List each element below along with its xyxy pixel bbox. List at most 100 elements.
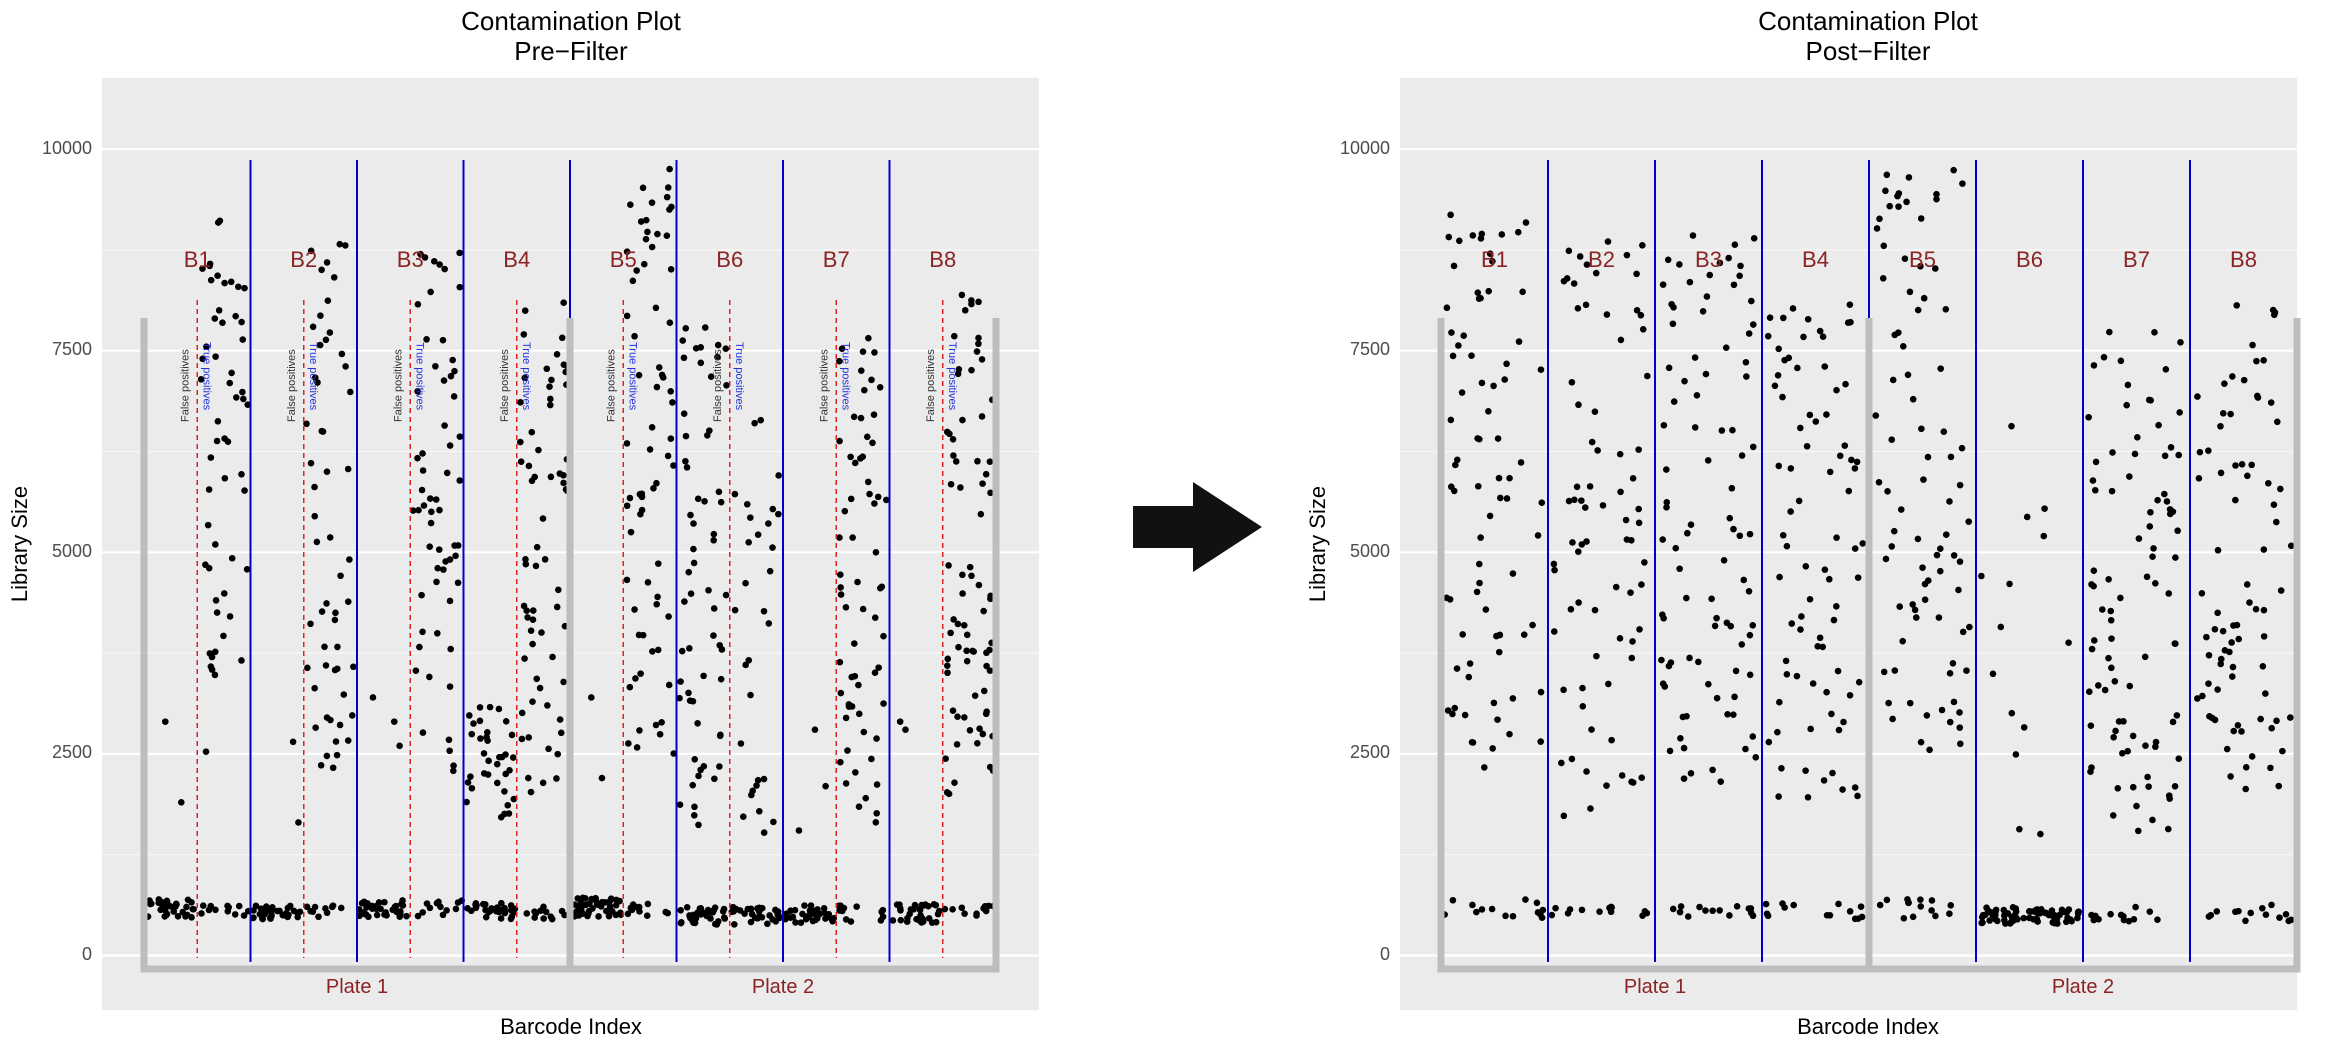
data-point xyxy=(1821,566,1829,573)
data-point xyxy=(1570,280,1578,287)
data-point xyxy=(2012,751,2020,758)
data-point xyxy=(1639,325,1647,333)
data-point xyxy=(1906,699,1914,707)
data-point xyxy=(309,323,317,331)
data-point xyxy=(633,744,641,751)
data-point xyxy=(1854,574,1862,581)
data-point xyxy=(1548,911,1556,919)
data-point xyxy=(1914,306,1922,314)
data-point xyxy=(1895,329,1902,336)
data-point xyxy=(2100,353,2108,361)
data-point xyxy=(2111,678,2119,685)
data-point xyxy=(1663,504,1670,511)
data-point xyxy=(942,755,949,763)
data-point xyxy=(1956,481,1964,489)
data-point xyxy=(690,812,698,819)
chart-title-line1: Contamination Plot xyxy=(461,6,681,36)
data-point xyxy=(648,199,656,206)
data-point xyxy=(1949,659,1957,667)
data-point xyxy=(1578,497,1585,504)
data-point xyxy=(1890,527,1898,535)
data-point xyxy=(548,376,555,384)
data-point xyxy=(1821,363,1829,370)
data-point xyxy=(2120,916,2128,924)
data-point xyxy=(1455,342,1462,349)
data-point xyxy=(323,909,331,917)
data-point xyxy=(1950,552,1958,559)
data-point xyxy=(451,367,458,375)
data-point xyxy=(1633,307,1641,314)
data-point xyxy=(678,919,685,926)
data-point xyxy=(1537,688,1545,696)
plate-label: Plate 1 xyxy=(1624,976,1686,998)
data-point xyxy=(2106,328,2113,336)
data-point xyxy=(1776,573,1783,581)
data-point xyxy=(419,467,427,474)
data-point xyxy=(1638,581,1645,588)
data-point xyxy=(944,669,951,677)
data-point xyxy=(537,907,544,914)
data-point xyxy=(558,907,566,915)
data-point xyxy=(943,662,951,670)
data-point xyxy=(2233,621,2241,629)
data-point xyxy=(1800,333,1807,341)
data-point xyxy=(1858,913,1866,921)
data-point xyxy=(1936,567,1944,575)
data-point xyxy=(847,495,855,503)
arrow-right-icon xyxy=(1133,482,1262,572)
data-point xyxy=(553,603,561,611)
data-point xyxy=(2265,479,2272,487)
data-point xyxy=(427,288,434,296)
data-point xyxy=(2221,646,2229,654)
data-point xyxy=(2287,916,2295,924)
data-point xyxy=(420,502,428,509)
data-point xyxy=(1795,497,1803,505)
data-point xyxy=(330,274,338,281)
data-point xyxy=(623,248,631,256)
data-point xyxy=(1809,680,1817,687)
data-point xyxy=(897,916,905,924)
data-point xyxy=(1921,580,1929,588)
data-point xyxy=(1775,462,1783,470)
data-point xyxy=(2008,422,2015,430)
data-point xyxy=(975,340,982,348)
data-point xyxy=(2090,362,2098,369)
data-point xyxy=(814,915,821,922)
data-point xyxy=(1851,545,1859,552)
data-point xyxy=(1730,711,1737,718)
data-point xyxy=(737,740,745,747)
data-point xyxy=(586,900,593,907)
data-point xyxy=(644,228,651,236)
data-point xyxy=(1736,532,1744,540)
data-point xyxy=(1912,614,1920,621)
data-point xyxy=(1963,667,1970,674)
data-point xyxy=(1478,379,1486,387)
data-point xyxy=(1825,575,1833,583)
data-point xyxy=(1722,344,1730,351)
data-point xyxy=(504,801,512,809)
data-point xyxy=(1488,905,1496,913)
data-point xyxy=(745,539,752,546)
data-point xyxy=(1742,358,1750,366)
data-point xyxy=(2125,917,2133,925)
data-point xyxy=(419,450,426,457)
data-point xyxy=(2175,451,2182,459)
data-point xyxy=(963,631,971,639)
data-point xyxy=(1896,603,1903,610)
data-point xyxy=(1833,602,1840,610)
data-point xyxy=(322,662,330,669)
data-point xyxy=(683,904,691,911)
data-point xyxy=(1469,232,1477,239)
data-point xyxy=(304,664,311,672)
data-point xyxy=(986,763,994,771)
data-point xyxy=(1575,599,1582,606)
data-point xyxy=(1746,671,1754,679)
data-point xyxy=(318,266,325,274)
data-point xyxy=(1883,171,1891,179)
data-point xyxy=(317,762,325,769)
data-point xyxy=(396,913,404,921)
data-point xyxy=(649,648,656,655)
false-positives-label: False positives xyxy=(925,349,937,422)
data-point xyxy=(717,675,725,683)
data-point xyxy=(240,395,247,403)
